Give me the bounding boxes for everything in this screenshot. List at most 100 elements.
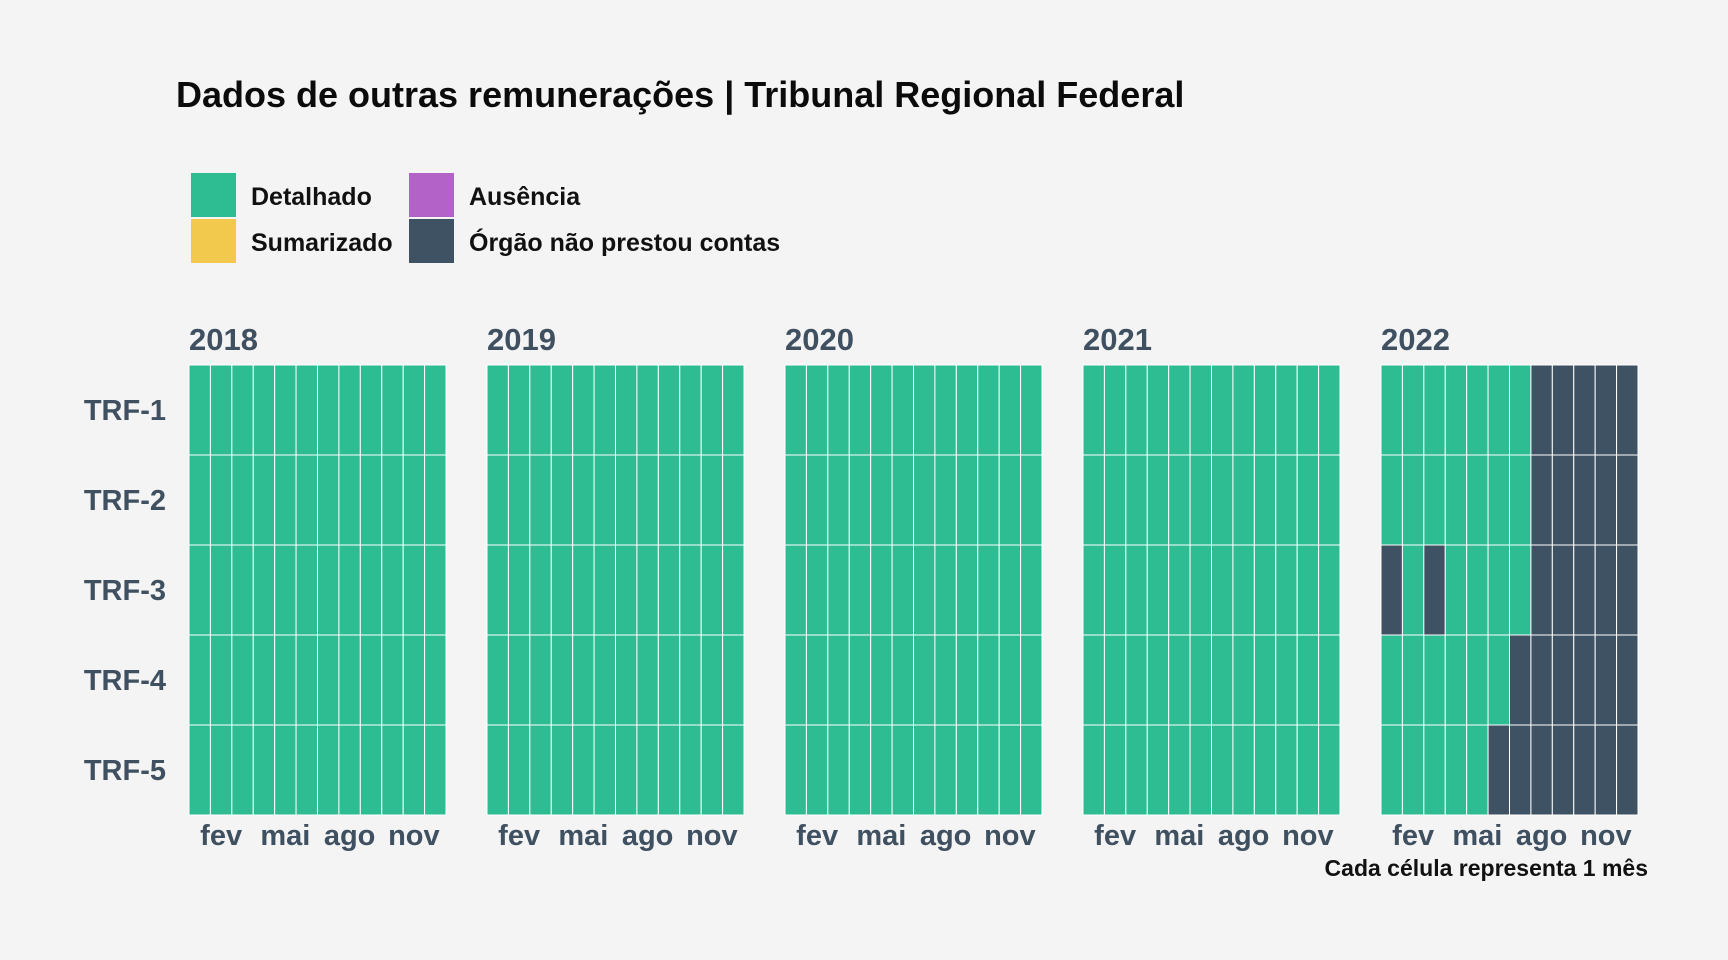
heatmap-cell xyxy=(507,454,531,546)
x-tick-label: nov xyxy=(984,820,1036,852)
heatmap-cell xyxy=(1487,364,1511,456)
heatmap-cell xyxy=(998,544,1022,636)
heatmap-cell xyxy=(572,724,595,816)
heatmap-cell xyxy=(1530,724,1553,816)
heatmap-cell xyxy=(1275,364,1298,456)
heatmap-cell xyxy=(424,634,447,726)
heatmap-cell xyxy=(1232,634,1255,726)
legend-swatch-detalhado xyxy=(191,173,236,217)
year-label: 2018 xyxy=(189,322,258,357)
heatmap-cell xyxy=(679,634,702,726)
legend-label-nao-prestou: Órgão não prestou contas xyxy=(469,227,780,257)
row-label: TRF-4 xyxy=(84,665,166,697)
heatmap-cell xyxy=(381,724,404,816)
heatmap-cell xyxy=(338,454,361,546)
heatmap-cell xyxy=(188,544,211,636)
heatmap-cell xyxy=(848,634,872,726)
heatmap-cell xyxy=(1082,544,1105,636)
heatmap-cell xyxy=(722,724,745,816)
heatmap-cell xyxy=(274,634,297,726)
legend-label-ausencia: Ausência xyxy=(469,183,581,211)
heatmap-cell xyxy=(507,634,531,726)
heatmap-cell xyxy=(529,724,552,816)
heatmap-cell xyxy=(1146,634,1170,726)
row-label: TRF-2 xyxy=(84,485,166,517)
heatmap-cell xyxy=(934,544,957,636)
heatmap-cell xyxy=(636,454,659,546)
heatmap-cell xyxy=(1020,364,1043,456)
row-label: TRF-1 xyxy=(84,395,166,427)
heatmap-cell xyxy=(1530,364,1553,456)
heatmap-cell xyxy=(998,364,1022,456)
heatmap-cell xyxy=(1189,364,1213,456)
heatmap-cell xyxy=(1380,634,1403,726)
heatmap-cell xyxy=(998,724,1022,816)
heatmap-cell xyxy=(1103,634,1127,726)
heatmap-cell xyxy=(550,544,574,636)
heatmap-cell xyxy=(870,544,893,636)
heatmap-cell xyxy=(529,544,552,636)
heatmap-cell xyxy=(1125,364,1148,456)
heatmap-cell xyxy=(848,724,872,816)
x-tick-label: ago xyxy=(1218,820,1270,852)
heatmap-cell xyxy=(1509,364,1532,456)
heatmap-cell xyxy=(700,724,724,816)
heatmap-cell xyxy=(1573,724,1596,816)
heatmap-cell xyxy=(295,634,319,726)
heatmap-cell xyxy=(1594,364,1618,456)
heatmap-cell xyxy=(424,364,447,456)
heatmap-cell xyxy=(891,544,914,636)
heatmap-cell xyxy=(1275,454,1298,546)
heatmap-cell xyxy=(1530,634,1553,726)
heatmap-cell xyxy=(636,724,659,816)
heatmap-cell xyxy=(1168,724,1191,816)
heatmap-cell xyxy=(1103,364,1127,456)
heatmap-cell xyxy=(1444,634,1468,726)
heatmap-cell xyxy=(700,364,724,456)
heatmap-cell xyxy=(1211,364,1234,456)
heatmap-cell xyxy=(977,454,1000,546)
x-tick-label: ago xyxy=(1516,820,1568,852)
x-tick-label: fev xyxy=(1392,820,1434,852)
heatmap-cell xyxy=(507,364,531,456)
heatmap-cell xyxy=(529,454,552,546)
heatmap-cell xyxy=(1253,544,1277,636)
year-label: 2020 xyxy=(785,322,854,357)
heatmap-cell xyxy=(1232,364,1255,456)
heatmap-cell xyxy=(424,544,447,636)
heatmap-cell xyxy=(424,454,447,546)
heatmap-cell xyxy=(1275,544,1298,636)
heatmap-cell xyxy=(317,544,340,636)
heatmap-cell xyxy=(1444,544,1468,636)
legend-label-detalhado: Detalhado xyxy=(251,183,372,211)
heatmap-cell xyxy=(1594,454,1618,546)
heatmap-cell xyxy=(827,454,850,546)
heatmap-cell xyxy=(1168,364,1191,456)
heatmap-cell xyxy=(295,364,319,456)
heatmap-cell xyxy=(1380,364,1403,456)
heatmap-cell xyxy=(1232,724,1255,816)
heatmap-cell xyxy=(274,364,297,456)
heatmap-cell xyxy=(1125,724,1148,816)
heatmap-cell xyxy=(209,724,233,816)
heatmap-cell xyxy=(1082,724,1105,816)
heatmap-cell xyxy=(572,454,595,546)
heatmap-cell xyxy=(1444,364,1468,456)
heatmap-cell xyxy=(486,364,509,456)
heatmap-cell xyxy=(338,724,361,816)
heatmap-cell xyxy=(188,634,211,726)
year-label: 2022 xyxy=(1381,322,1450,357)
heatmap-cell xyxy=(1380,544,1403,636)
heatmap-cell xyxy=(1318,724,1341,816)
heatmap-cell xyxy=(1211,634,1234,726)
heatmap-cell xyxy=(805,454,829,546)
heatmap-cell xyxy=(359,454,383,546)
heatmap-cell xyxy=(593,634,616,726)
heatmap-cell xyxy=(1125,634,1148,726)
heatmap-cell xyxy=(1253,724,1277,816)
heatmap-cell xyxy=(402,724,426,816)
heatmap-cell xyxy=(934,724,957,816)
heatmap-cell xyxy=(295,724,319,816)
heatmap-cell xyxy=(827,724,850,816)
year-panel: 2022 fev mai ago nov xyxy=(1380,322,1639,852)
